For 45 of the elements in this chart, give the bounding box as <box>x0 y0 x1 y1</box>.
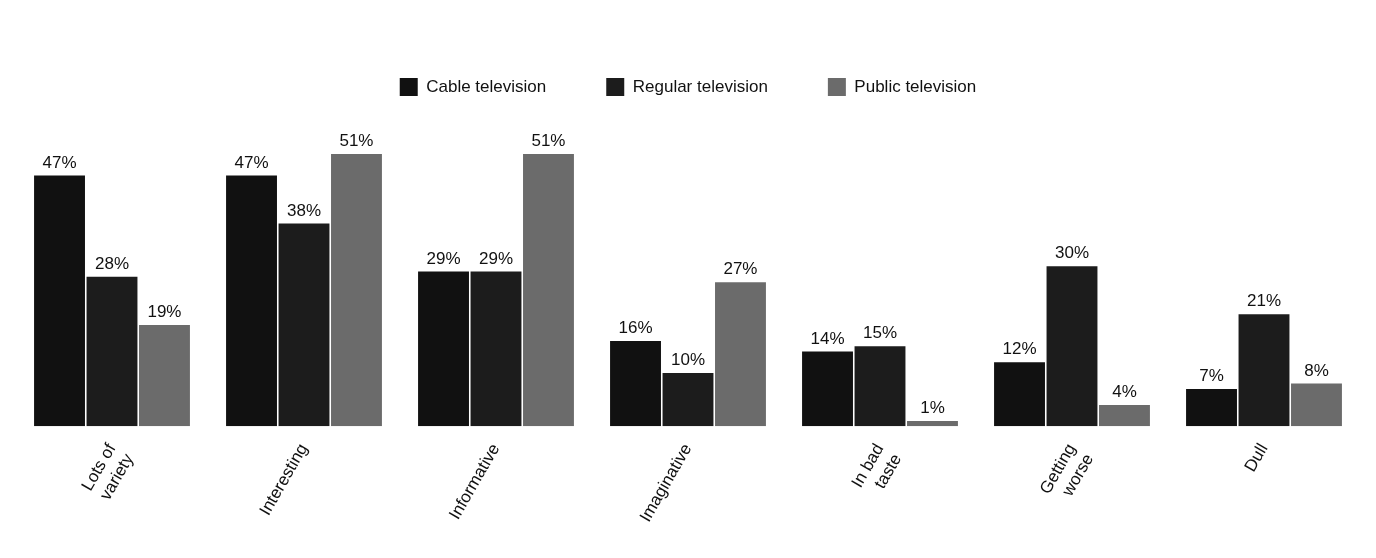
data-label: 21% <box>1246 291 1282 311</box>
bar <box>1291 383 1342 427</box>
data-label: 12% <box>1002 339 1037 359</box>
bar <box>278 223 330 427</box>
bar <box>907 420 958 427</box>
data-label: 29% <box>478 248 514 268</box>
bar <box>1099 404 1150 427</box>
data-label: 30% <box>1054 243 1090 263</box>
bar <box>1238 314 1290 427</box>
legend-label: Regular television <box>632 76 768 96</box>
bar <box>86 276 138 427</box>
data-label: 28% <box>94 254 130 274</box>
data-label: 10% <box>670 350 706 370</box>
bar <box>1046 266 1098 427</box>
bar <box>226 175 277 427</box>
data-label: 29% <box>426 248 461 268</box>
bar <box>34 175 85 427</box>
data-label: 19% <box>147 302 182 322</box>
bar <box>418 271 469 427</box>
bar <box>854 346 906 427</box>
data-label: 4% <box>1112 382 1137 402</box>
bar <box>610 340 661 427</box>
data-label: 14% <box>810 328 845 348</box>
data-label: 1% <box>920 398 945 418</box>
bar <box>662 372 714 427</box>
data-label: 51% <box>531 131 566 151</box>
bar <box>331 154 382 427</box>
data-label: 47% <box>42 152 77 172</box>
bar <box>470 271 522 427</box>
data-label: 27% <box>723 259 758 279</box>
legend-label: Cable television <box>426 76 547 96</box>
data-label: 51% <box>339 131 374 151</box>
bar <box>715 282 766 427</box>
bar <box>139 324 190 427</box>
data-label: 47% <box>234 152 269 172</box>
bar <box>1186 388 1237 427</box>
bar <box>994 362 1045 427</box>
data-label: 8% <box>1304 360 1329 380</box>
data-label: 16% <box>618 318 653 338</box>
bar <box>802 351 853 427</box>
legend-label: Public television <box>854 76 977 96</box>
data-label: 7% <box>1199 366 1224 386</box>
data-label: 38% <box>286 200 322 220</box>
bar <box>523 154 574 427</box>
data-label: 15% <box>862 323 898 343</box>
